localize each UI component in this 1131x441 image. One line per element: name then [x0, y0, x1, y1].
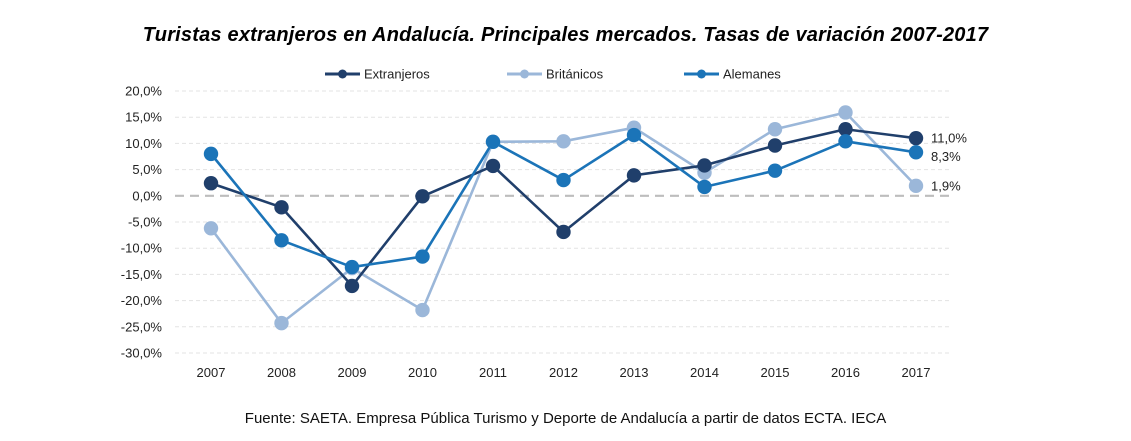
y-tick-label: 20,0%	[125, 84, 162, 99]
legend-label: Británicos	[546, 67, 604, 82]
data-point	[203, 146, 219, 162]
data-point	[344, 259, 360, 275]
y-tick-label: 10,0%	[125, 136, 162, 151]
data-point	[626, 168, 642, 183]
data-point	[485, 134, 501, 150]
data-point	[344, 278, 360, 294]
x-tick-label: 2011	[479, 365, 507, 380]
data-point	[838, 105, 853, 120]
data-point	[697, 158, 712, 173]
y-tick-label: -5,0%	[128, 215, 162, 230]
data-point	[556, 134, 571, 149]
legend-marker	[338, 69, 347, 79]
data-point	[908, 178, 924, 194]
data-point	[274, 233, 289, 248]
data-point	[697, 179, 712, 195]
data-point	[415, 189, 430, 204]
legend-label: Extranjeros	[364, 67, 430, 82]
data-point	[626, 127, 642, 143]
x-tick-label: 2007	[197, 365, 226, 380]
x-tick-label: 2012	[549, 365, 578, 380]
y-tick-label: -20,0%	[121, 293, 163, 308]
grid-lines	[175, 90, 950, 354]
data-point	[415, 249, 430, 264]
y-tick-label: 5,0%	[132, 162, 162, 177]
y-tick-label: -15,0%	[121, 267, 163, 282]
data-point	[203, 176, 219, 191]
x-tick-label: 2015	[761, 365, 790, 380]
source-note: Fuente: SAETA. Empresa Pública Turismo y…	[244, 410, 887, 427]
end-labels: 11,0% 1,9% 8,3%	[931, 131, 967, 194]
data-point	[767, 122, 783, 137]
data-point	[767, 138, 783, 153]
x-tick-label: 2016	[831, 365, 860, 380]
x-tick-label: 2014	[690, 365, 719, 380]
end-value-label: 1,9%	[931, 178, 961, 193]
legend-marker	[520, 69, 529, 79]
data-point	[203, 221, 219, 236]
axis-ticks: 20,0% 15,0% 10,0% 5,0% 0,0% -5,0% -10,0% -15,0%…	[121, 84, 931, 381]
x-tick-label: 2009	[338, 365, 367, 380]
data-point	[415, 302, 430, 318]
x-tick-label: 2013	[620, 365, 649, 380]
chart-title: Turistas extranjeros en Andalucía. Princ…	[142, 24, 989, 46]
data-point	[838, 122, 853, 137]
y-tick-label: -30,0%	[121, 346, 163, 361]
data-point	[767, 163, 783, 178]
data-point	[274, 200, 289, 215]
y-tick-label: 15,0%	[125, 110, 162, 125]
data-point	[274, 315, 289, 331]
x-tick-label: 2017	[902, 365, 931, 380]
data-point	[556, 172, 571, 188]
x-tick-label: 2008	[267, 365, 296, 380]
y-tick-label: -10,0%	[121, 241, 163, 256]
data-point	[838, 134, 853, 149]
legend-marker	[697, 69, 706, 79]
data-point	[556, 224, 571, 240]
x-tick-label: 2010	[408, 365, 437, 380]
data-point	[908, 130, 924, 146]
series-line-extranjeros	[210, 127, 917, 288]
series-lines	[203, 105, 924, 331]
end-value-label: 8,3%	[931, 149, 961, 164]
legend-label: Alemanes	[723, 67, 781, 82]
data-point	[485, 158, 501, 174]
y-tick-label: 0,0%	[132, 188, 162, 203]
y-tick-label: -25,0%	[121, 319, 163, 334]
legend: Extranjeros Británicos Alemanes	[325, 67, 781, 82]
end-value-label: 11,0%	[931, 131, 967, 146]
data-point	[908, 145, 924, 160]
